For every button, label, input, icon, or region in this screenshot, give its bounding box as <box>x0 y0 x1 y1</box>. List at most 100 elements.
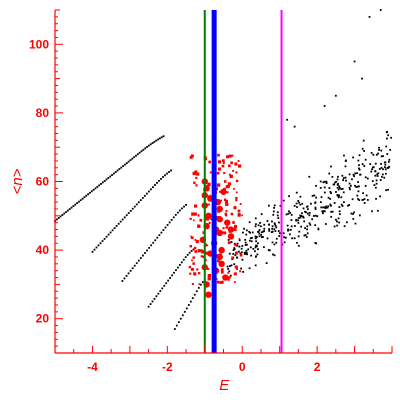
red-point <box>189 217 192 220</box>
black-point <box>323 210 326 213</box>
black-point <box>310 202 312 205</box>
black-point <box>333 202 336 204</box>
red-point <box>230 212 234 216</box>
black-point <box>348 173 351 176</box>
black-point <box>297 235 300 238</box>
black-point <box>345 221 348 224</box>
black-point <box>260 236 263 238</box>
red-point-large <box>227 226 235 233</box>
ladder-point <box>162 176 164 178</box>
red-point <box>199 218 203 222</box>
black-point <box>297 219 300 222</box>
ladder-point <box>101 240 104 242</box>
ladder-point <box>142 254 144 257</box>
black-point <box>251 237 253 239</box>
red-point <box>227 272 230 274</box>
red-point <box>227 184 230 188</box>
black-point <box>262 236 264 238</box>
ladder-point <box>147 144 150 147</box>
black-point <box>306 208 309 211</box>
ladder-point <box>96 185 99 188</box>
ladder-point <box>174 214 177 216</box>
black-point <box>325 182 328 185</box>
black-point <box>266 220 269 222</box>
black-point <box>323 180 326 183</box>
black-point <box>378 168 381 170</box>
red-point <box>219 190 222 193</box>
ladder-point <box>184 256 187 259</box>
ladder-point <box>146 249 148 252</box>
black-point <box>303 234 306 237</box>
black-point <box>376 173 379 176</box>
black-point <box>380 166 383 169</box>
black-point <box>376 209 379 212</box>
black-point <box>312 215 315 217</box>
red-point <box>188 265 192 269</box>
black-point <box>338 213 341 216</box>
ladder-point <box>150 244 153 247</box>
ladder-point <box>191 297 194 300</box>
ladder-point <box>100 182 102 185</box>
black-point <box>254 255 257 258</box>
black-point <box>297 217 300 219</box>
ladder-point <box>98 184 101 187</box>
black-point <box>388 158 391 161</box>
black-point <box>366 199 369 201</box>
black-point <box>308 211 311 214</box>
red-point <box>196 268 199 271</box>
ladder-point <box>55 218 58 221</box>
black-point <box>336 178 339 181</box>
black-point <box>357 181 359 183</box>
black-point <box>304 227 306 229</box>
black-point <box>254 235 257 238</box>
red-point <box>210 217 213 221</box>
black-point <box>344 160 347 162</box>
ladder-point <box>154 239 157 242</box>
black-point <box>236 242 239 245</box>
ladder-point <box>97 244 100 247</box>
black-point <box>256 253 259 256</box>
red-point-large <box>216 253 223 261</box>
ladder-point <box>171 274 173 277</box>
red-point <box>215 278 218 280</box>
black-point <box>324 223 327 225</box>
black-point <box>228 252 231 255</box>
red-point <box>232 221 235 224</box>
black-point <box>389 149 392 151</box>
black-point <box>295 191 298 194</box>
red-point-large <box>218 246 225 254</box>
black-point <box>342 177 345 179</box>
ladder-point <box>143 194 146 197</box>
red-point-large <box>216 229 223 237</box>
black-point <box>358 154 361 157</box>
black-point <box>285 213 288 216</box>
black-point <box>299 214 302 217</box>
red-point <box>206 244 209 247</box>
black-point <box>274 230 277 232</box>
black-point <box>299 216 302 219</box>
black-point <box>305 236 308 238</box>
black-point <box>352 217 355 220</box>
black-point <box>271 220 273 223</box>
black-point <box>275 237 278 240</box>
ladder-point <box>162 229 165 231</box>
red-point <box>235 171 238 174</box>
ladder-point <box>160 178 162 180</box>
black-point <box>362 192 364 195</box>
ladder-point <box>121 280 124 282</box>
black-point <box>259 221 261 224</box>
black-point <box>242 270 245 273</box>
red-point <box>216 280 220 284</box>
black-point <box>311 218 314 221</box>
red-point <box>195 240 199 244</box>
black-point <box>379 179 382 181</box>
red-point <box>190 236 194 240</box>
black-point <box>319 201 322 204</box>
black-point <box>380 155 383 158</box>
red-point <box>216 171 220 175</box>
black-point <box>291 237 294 240</box>
ladder-point <box>74 203 77 206</box>
black-point <box>383 176 386 179</box>
black-point <box>384 172 387 175</box>
ladder-point <box>150 188 152 191</box>
